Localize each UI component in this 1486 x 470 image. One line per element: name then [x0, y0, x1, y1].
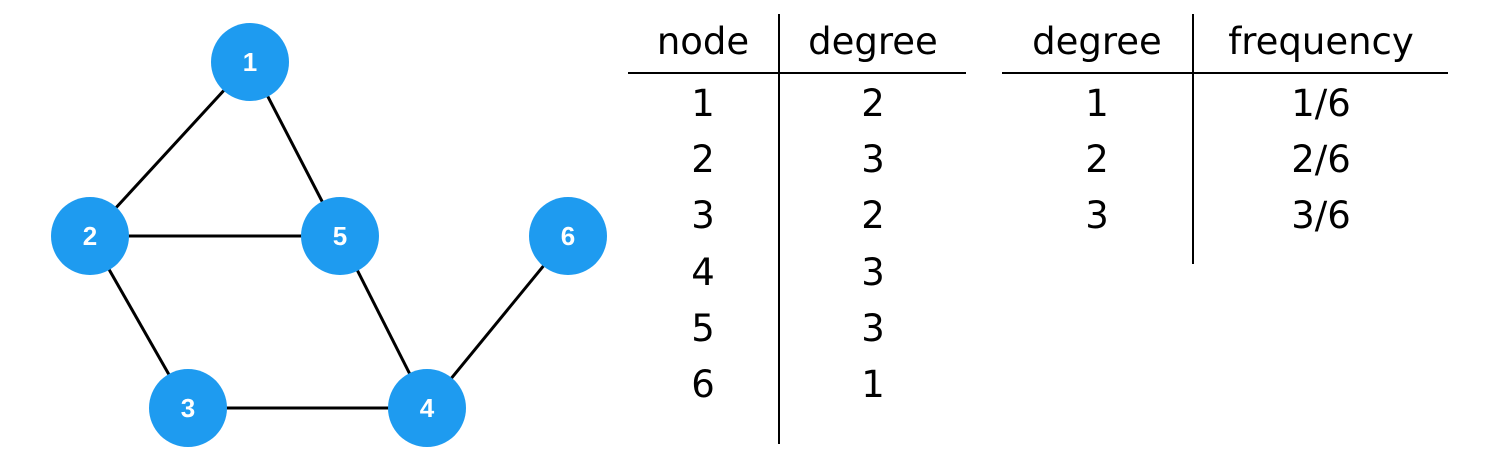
degree-table-column-rule — [778, 14, 780, 444]
degree-table-cell: 6 — [691, 363, 715, 406]
frequency-table-cell: 1 — [1085, 82, 1109, 125]
node-circle — [388, 369, 466, 447]
node-circle — [51, 197, 129, 275]
node-circle — [529, 197, 607, 275]
frequency-table-column-rule — [1192, 14, 1194, 264]
node-label: 2 — [83, 221, 97, 251]
graph-nodes: 1 2 3 4 5 6 — [51, 23, 607, 447]
frequency-table-header-rule — [1002, 72, 1448, 74]
frequency-table-cell: 2/6 — [1291, 138, 1351, 181]
degree-table-cell: 1 — [861, 363, 885, 406]
frequency-table-header-degree: degree — [1032, 20, 1162, 63]
degree-table: node degree 1 2 2 3 3 2 4 3 5 3 6 1 — [628, 14, 966, 444]
degree-table-header-degree: degree — [808, 20, 938, 63]
node-label: 1 — [243, 47, 257, 77]
node-6: 6 — [529, 197, 607, 275]
degree-table-cell: 3 — [691, 194, 715, 237]
degree-table-cell: 2 — [691, 138, 715, 181]
degree-table-cell: 3 — [861, 251, 885, 294]
node-circle — [211, 23, 289, 101]
degree-table-cell: 3 — [861, 307, 885, 350]
edge-1-2 — [88, 60, 252, 238]
degree-table-cell: 2 — [861, 82, 885, 125]
node-label: 4 — [420, 393, 435, 423]
node-circle — [301, 197, 379, 275]
node-circle — [149, 369, 227, 447]
degree-table-cell: 1 — [691, 82, 715, 125]
degree-table-cell: 3 — [861, 138, 885, 181]
degree-table-cell: 4 — [691, 251, 715, 294]
frequency-table: degree frequency 1 1/6 2 2/6 3 3/6 — [1002, 14, 1448, 264]
node-label: 5 — [333, 221, 347, 251]
degree-table-header-node: node — [656, 20, 750, 63]
frequency-table-cell: 3 — [1085, 194, 1109, 237]
node-label: 6 — [561, 221, 575, 251]
node-3: 3 — [149, 369, 227, 447]
degree-table-header-rule — [628, 72, 966, 74]
graph-diagram: 1 2 3 4 5 6 — [51, 23, 607, 447]
node-4: 4 — [388, 369, 466, 447]
node-label: 3 — [181, 393, 195, 423]
node-2: 2 — [51, 197, 129, 275]
degree-table-cell: 5 — [691, 307, 715, 350]
node-1: 1 — [211, 23, 289, 101]
node-5: 5 — [301, 197, 379, 275]
frequency-table-cell: 2 — [1085, 138, 1109, 181]
degree-table-cell: 2 — [861, 194, 885, 237]
frequency-table-header-frequency: frequency — [1228, 20, 1414, 63]
frequency-table-cell: 1/6 — [1291, 82, 1351, 125]
frequency-table-cell: 3/6 — [1291, 194, 1351, 237]
